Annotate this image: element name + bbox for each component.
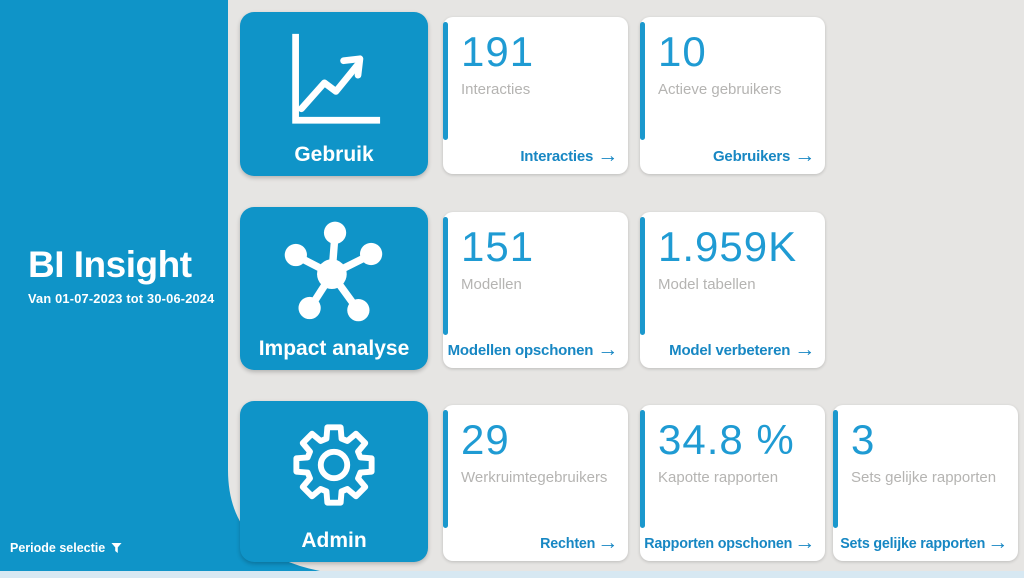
arrow-right-icon: → [597,531,618,554]
bottom-strip [0,571,1024,578]
sidebar [0,0,228,571]
drillthrough-link-modellen-opschonen[interactable]: Modellen opschonen → [447,338,619,361]
hub-network-icon [240,207,428,337]
drillthrough-link-interacties[interactable]: Interacties → [447,144,618,167]
kpi-card-model-tabellen[interactable]: 1.959K Model tabellen Model verbeteren → [640,212,825,368]
kpi-value: 191 [461,28,535,75]
line-chart-icon [240,12,428,143]
period-filter-label: Periode selectie [10,541,106,555]
drillthrough-link-rapporten-opschonen[interactable]: Rapporten opschonen → [644,531,815,554]
report-period-subtitle: Van 01-07-2023 tot 30-06-2024 [28,290,215,306]
nav-tile-gebruik[interactable]: Gebruik [240,12,428,176]
nav-tile-impact-analyse[interactable]: Impact analyse [240,207,428,370]
report-title-block: BI Insight Van 01-07-2023 tot 30-06-2024 [28,244,215,306]
drillthrough-link-model-verbeteren[interactable]: Model verbeteren → [644,338,815,361]
kpi-value: 34.8 % [658,416,795,463]
kpi-value: 151 [461,223,535,270]
kpi-card-kapotte-rapporten[interactable]: 34.8 % Kapotte rapporten Rapporten opsch… [640,405,825,561]
nav-tile-label: Impact analyse [258,337,410,360]
period-filter[interactable]: Periode selectie [10,541,122,555]
kpi-value: 1.959K [658,223,798,270]
kpi-card-sets-gelijke-rapporten[interactable]: 3 Sets gelijke rapporten Sets gelijke ra… [833,405,1018,561]
funnel-icon [111,542,122,554]
drillthrough-link-rechten[interactable]: Rechten → [447,531,618,554]
card-accent-bar [443,22,448,140]
kpi-value: 10 [658,28,707,75]
link-label: Model verbeteren [669,342,791,359]
card-accent-bar [640,22,645,140]
nav-tile-label: Admin [301,529,367,552]
link-label: Rapporten opschonen [644,535,793,552]
drillthrough-link-sets-gelijke-rapporten[interactable]: Sets gelijke rapporten → [837,531,1008,554]
drillthrough-link-gebruikers[interactable]: Gebruikers → [644,144,815,167]
kpi-label: Sets gelijke rapporten [851,468,997,486]
link-label: Interacties [520,148,594,165]
kpi-label: Interacties [461,80,531,98]
link-label: Modellen opschonen [447,342,594,359]
kpi-label: Model tabellen [658,275,756,293]
arrow-right-icon: → [597,144,618,167]
kpi-card-actieve-gebruikers[interactable]: 10 Actieve gebruikers Gebruikers → [640,17,825,174]
link-label: Sets gelijke rapporten [840,535,986,552]
card-accent-bar [640,410,645,528]
arrow-right-icon: → [794,338,815,361]
nav-tile-label: Gebruik [294,143,374,166]
report-title: BI Insight [28,244,192,285]
kpi-value: 29 [461,416,510,463]
card-accent-bar [833,410,838,528]
arrow-right-icon: → [794,531,815,554]
card-accent-bar [443,410,448,528]
kpi-card-interacties[interactable]: 191 Interacties Interacties → [443,17,628,174]
arrow-right-icon: → [987,531,1008,554]
kpi-label: Kapotte rapporten [658,468,779,486]
nav-tile-admin[interactable]: Admin [240,401,428,562]
card-accent-bar [640,217,645,335]
arrow-right-icon: → [794,144,815,167]
link-label: Rechten [540,535,596,552]
kpi-card-werkruimtegebruikers[interactable]: 29 Werkruimtegebruikers Rechten → [443,405,628,561]
link-label: Gebruikers [712,148,791,165]
kpi-value: 3 [851,416,876,463]
gear-icon [240,401,428,529]
kpi-card-modellen[interactable]: 151 Modellen Modellen opschonen → [443,212,628,368]
kpi-label: Modellen [461,275,522,293]
card-accent-bar [443,217,448,335]
arrow-right-icon: → [597,338,618,361]
kpi-label: Actieve gebruikers [658,80,782,98]
kpi-label: Werkruimtegebruikers [461,468,608,486]
